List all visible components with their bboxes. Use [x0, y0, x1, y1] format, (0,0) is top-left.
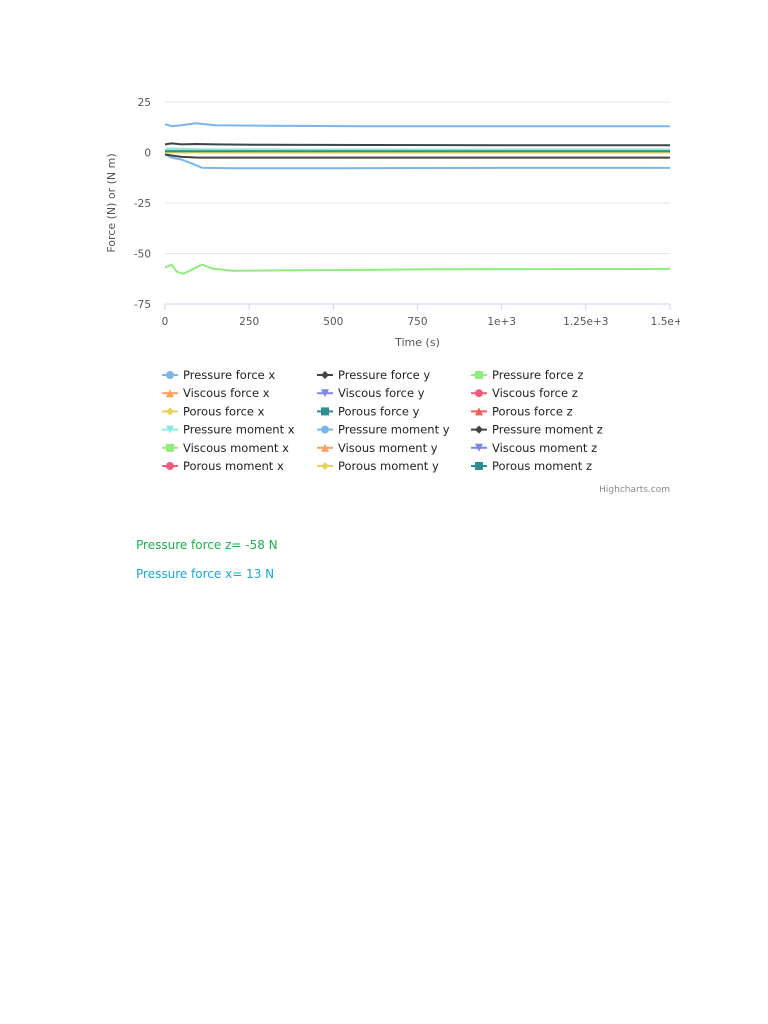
legend-item-label: Porous force x	[183, 404, 265, 418]
y-tick-label: 25	[138, 97, 151, 109]
legend-marker	[166, 389, 174, 398]
x-axis-title: Time (s)	[394, 336, 440, 349]
chart-svg: 250-25-50-7502505007501e+31.25e+31.5e+3T…	[105, 97, 680, 495]
x-tick-label: 0	[162, 316, 169, 328]
legend-marker	[321, 407, 329, 416]
legend-item-label: Porous moment x	[183, 459, 284, 473]
legend-marker	[475, 425, 483, 434]
legend-marker	[166, 443, 174, 452]
legend-marker	[475, 462, 483, 470]
legend-item-label: Viscous force x	[183, 386, 270, 400]
legend-marker	[475, 443, 483, 452]
legend-marker	[166, 462, 174, 470]
legend-item-label: Visous moment y	[338, 441, 438, 455]
legend-marker	[166, 407, 174, 416]
legend-marker	[321, 462, 329, 470]
legend-item-label: Porous force y	[338, 404, 420, 418]
legend-item-label: Pressure force x	[183, 368, 275, 382]
legend-marker	[321, 389, 329, 398]
legend-item-label: Porous force z	[492, 404, 573, 418]
legend-marker	[475, 407, 483, 416]
series-line	[164, 122, 670, 128]
legend-item-label: Viscous force z	[492, 386, 578, 400]
legend-marker	[475, 371, 483, 379]
legend-item-label: Viscous moment z	[492, 441, 597, 455]
y-tick-label: -25	[134, 198, 151, 210]
legend-item-label: Pressure moment x	[183, 423, 295, 437]
legend-marker	[166, 425, 174, 434]
force-chart: 250-25-50-7502505007501e+31.25e+31.5e+3T…	[100, 84, 680, 504]
series-line	[164, 153, 670, 170]
legend-item-label: Pressure force z	[492, 368, 583, 382]
legend-item-label: Pressure moment z	[492, 423, 603, 437]
x-tick-label: 500	[323, 316, 343, 328]
y-axis-title: Force (N) or (N m)	[105, 153, 118, 252]
legend-item-label: Viscous moment x	[183, 441, 289, 455]
series-line	[164, 263, 671, 275]
legend-item-label: Viscous force y	[338, 386, 425, 400]
legend-item-label: Porous moment z	[492, 459, 592, 473]
y-tick-label: 0	[144, 148, 151, 160]
legend-marker	[475, 389, 483, 398]
y-tick-label: -75	[134, 299, 151, 311]
x-tick-label: 1e+3	[487, 316, 516, 328]
legend-item-label: Pressure moment y	[338, 423, 450, 437]
pressure-force-z-note: Pressure force z= -58 N	[136, 538, 278, 552]
legend-item-label: Pressure force y	[338, 368, 430, 382]
legend-marker	[321, 443, 329, 452]
series-line	[164, 147, 670, 151]
legend-marker	[321, 371, 329, 379]
credits-label: Highcharts.com	[599, 485, 670, 495]
pressure-force-x-note: Pressure force x= 13 N	[136, 567, 275, 581]
x-tick-label: 750	[407, 316, 427, 328]
legend-marker	[321, 425, 329, 434]
legend-item-label: Porous moment y	[338, 459, 439, 473]
x-tick-label: 1.5e+3	[651, 316, 680, 328]
x-tick-label: 250	[239, 316, 259, 328]
series-line	[164, 153, 670, 159]
series-line	[164, 142, 670, 147]
y-tick-label: -50	[134, 249, 151, 261]
x-tick-label: 1.25e+3	[563, 316, 608, 328]
legend-marker	[166, 371, 174, 379]
